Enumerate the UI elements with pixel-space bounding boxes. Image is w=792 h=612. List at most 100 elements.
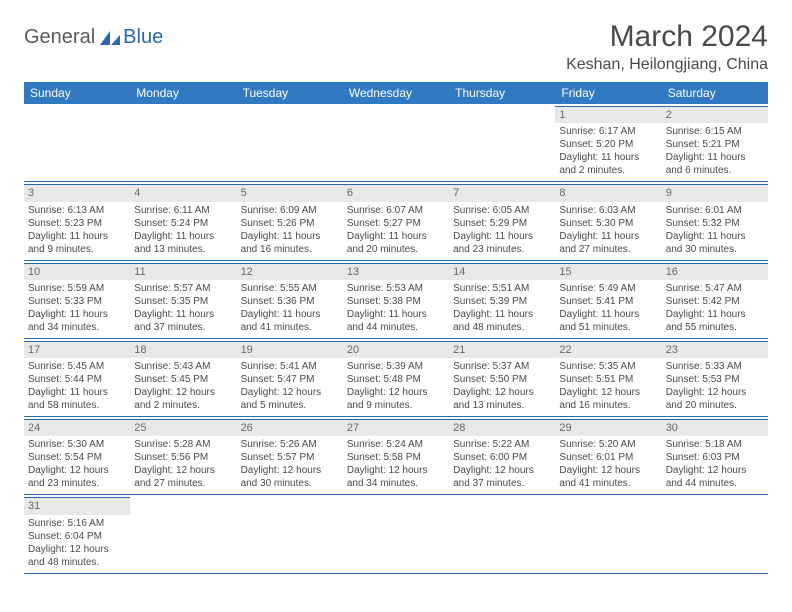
day-detail: Sunrise: 5:20 AM <box>559 438 657 451</box>
day-detail: Daylight: 12 hours <box>241 386 339 399</box>
day-number: 15 <box>555 263 661 280</box>
calendar-cell: 27Sunrise: 5:24 AMSunset: 5:58 PMDayligh… <box>343 417 449 495</box>
calendar-cell: 20Sunrise: 5:39 AMSunset: 5:48 PMDayligh… <box>343 338 449 416</box>
day-detail: Sunrise: 6:05 AM <box>453 204 551 217</box>
day-detail: Sunrise: 5:26 AM <box>241 438 339 451</box>
day-detail: Sunrise: 6:15 AM <box>666 125 764 138</box>
day-detail: Daylight: 11 hours <box>666 230 764 243</box>
day-number: 25 <box>130 419 236 436</box>
location: Keshan, Heilongjiang, China <box>566 56 768 74</box>
calendar-cell <box>237 104 343 182</box>
day-detail: Sunrise: 5:55 AM <box>241 282 339 295</box>
logo-text-blue: Blue <box>123 26 163 49</box>
day-number: 27 <box>343 419 449 436</box>
day-number: 14 <box>449 263 555 280</box>
calendar-cell: 15Sunrise: 5:49 AMSunset: 5:41 PMDayligh… <box>555 260 661 338</box>
day-detail: Sunrise: 5:57 AM <box>134 282 232 295</box>
day-detail: Sunrise: 6:07 AM <box>347 204 445 217</box>
day-detail: and 44 minutes. <box>666 477 764 490</box>
calendar-row: 3 Sunrise: 6:13 AMSunset: 5:23 PM Daylight… <box>24 182 768 260</box>
day-number: 20 <box>343 341 449 358</box>
day-detail: Sunrise: 5:22 AM <box>453 438 551 451</box>
day-header: Tuesday <box>237 82 343 104</box>
day-detail: Sunset: 5:56 PM <box>134 451 232 464</box>
day-detail: and 30 minutes. <box>666 243 764 256</box>
day-detail: Sunset: 6:04 PM <box>28 530 126 543</box>
calendar-cell: 30Sunrise: 5:18 AMSunset: 6:03 PMDayligh… <box>662 417 768 495</box>
day-detail: Daylight: 11 hours <box>347 308 445 321</box>
day-detail: Daylight: 11 hours <box>666 308 764 321</box>
day-detail: Sunset: 5:57 PM <box>241 451 339 464</box>
day-detail: Daylight: 12 hours <box>134 464 232 477</box>
day-header: Thursday <box>449 82 555 104</box>
logo-text-general: General <box>24 26 95 49</box>
day-detail: Sunset: 5:54 PM <box>28 451 126 464</box>
calendar-cell: 5Sunrise: 6:09 AMSunset: 5:26 PMDaylight… <box>237 182 343 260</box>
day-detail: Daylight: 12 hours <box>559 386 657 399</box>
calendar-cell: 8Sunrise: 6:03 AMSunset: 5:30 PMDaylight… <box>555 182 661 260</box>
day-detail: Daylight: 11 hours <box>241 230 339 243</box>
day-detail: Sunset: 5:23 PM <box>28 217 126 230</box>
calendar-cell: 9Sunrise: 6:01 AMSunset: 5:32 PMDaylight… <box>662 182 768 260</box>
day-header: Wednesday <box>343 82 449 104</box>
calendar-cell: 31Sunrise: 5:16 AMSunset: 6:04 PMDayligh… <box>24 495 130 573</box>
day-number: 13 <box>343 263 449 280</box>
calendar-cell <box>555 495 661 573</box>
day-detail: Sunrise: 6:03 AM <box>559 204 657 217</box>
calendar-cell <box>343 495 449 573</box>
day-detail: Daylight: 12 hours <box>347 386 445 399</box>
day-detail: and 55 minutes. <box>666 321 764 334</box>
day-detail: Sunrise: 5:51 AM <box>453 282 551 295</box>
calendar-cell <box>662 495 768 573</box>
header: General Blue March 2024 Keshan, Heilongj… <box>24 20 768 74</box>
day-detail: Sunset: 5:47 PM <box>241 373 339 386</box>
calendar-cell: 12Sunrise: 5:55 AMSunset: 5:36 PMDayligh… <box>237 260 343 338</box>
day-number: 2 <box>662 106 768 123</box>
day-detail: Daylight: 11 hours <box>134 308 232 321</box>
day-number: 9 <box>662 184 768 201</box>
day-detail: Daylight: 11 hours <box>559 151 657 164</box>
day-number: 23 <box>662 341 768 358</box>
day-detail: Sunset: 5:41 PM <box>559 295 657 308</box>
day-number: 6 <box>343 184 449 201</box>
calendar-cell <box>237 495 343 573</box>
day-detail: Sunrise: 5:43 AM <box>134 360 232 373</box>
day-detail: and 20 minutes. <box>666 399 764 412</box>
day-detail: and 48 minutes. <box>453 321 551 334</box>
page-title: March 2024 <box>566 20 768 54</box>
day-detail: and 30 minutes. <box>241 477 339 490</box>
day-detail: Sunset: 5:51 PM <box>559 373 657 386</box>
day-detail: and 41 minutes. <box>241 321 339 334</box>
day-detail: Daylight: 12 hours <box>347 464 445 477</box>
day-detail: Sunset: 5:36 PM <box>241 295 339 308</box>
day-detail: Sunrise: 6:01 AM <box>666 204 764 217</box>
day-detail: and 37 minutes. <box>134 321 232 334</box>
day-detail: and 2 minutes. <box>134 399 232 412</box>
day-header: Saturday <box>662 82 768 104</box>
day-detail: Sunset: 5:44 PM <box>28 373 126 386</box>
day-detail: Daylight: 11 hours <box>453 308 551 321</box>
day-number: 28 <box>449 419 555 436</box>
day-number: 3 <box>24 184 130 201</box>
day-detail: Sunrise: 5:24 AM <box>347 438 445 451</box>
day-detail: Sunset: 5:42 PM <box>666 295 764 308</box>
day-detail: Sunrise: 5:18 AM <box>666 438 764 451</box>
calendar-cell: 7Sunrise: 6:05 AMSunset: 5:29 PMDaylight… <box>449 182 555 260</box>
day-detail: and 2 minutes. <box>559 164 657 177</box>
day-number: 1 <box>555 106 661 123</box>
day-number: 17 <box>24 341 130 358</box>
day-number: 22 <box>555 341 661 358</box>
day-detail: Sunset: 5:45 PM <box>134 373 232 386</box>
day-header: Friday <box>555 82 661 104</box>
day-number: 7 <box>449 184 555 201</box>
day-detail: Sunrise: 5:28 AM <box>134 438 232 451</box>
day-detail: Sunrise: 5:39 AM <box>347 360 445 373</box>
day-detail: Sunset: 6:00 PM <box>453 451 551 464</box>
day-detail: Daylight: 12 hours <box>28 464 126 477</box>
calendar-cell: 10Sunrise: 5:59 AMSunset: 5:33 PMDayligh… <box>24 260 130 338</box>
day-detail: Daylight: 12 hours <box>28 543 126 556</box>
day-detail: Sunrise: 6:13 AM <box>28 204 126 217</box>
day-detail: Daylight: 11 hours <box>666 151 764 164</box>
calendar-row: 17Sunrise: 5:45 AMSunset: 5:44 PMDayligh… <box>24 338 768 416</box>
day-detail: Sunset: 5:50 PM <box>453 373 551 386</box>
